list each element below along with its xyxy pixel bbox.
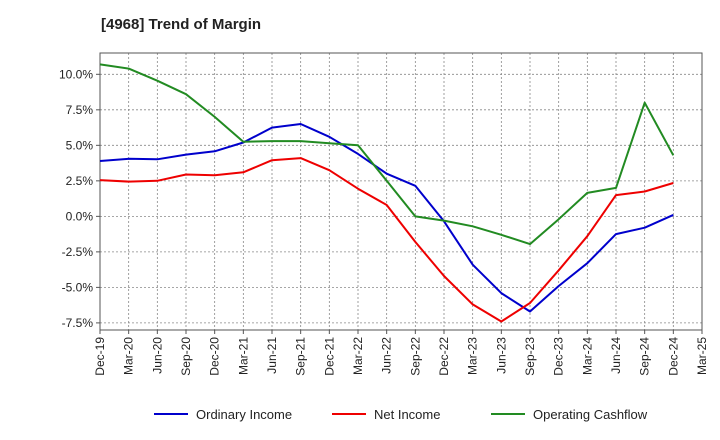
- legend-item-ordinary-income: Ordinary Income: [154, 407, 292, 422]
- chart-title: [4968] Trend of Margin: [101, 16, 262, 33]
- series-layer: [99, 63, 675, 323]
- x-tick-label: Mar-21: [236, 337, 250, 375]
- y-tick-label: 10.0%: [59, 67, 93, 81]
- legend-label: Net Income: [374, 407, 440, 422]
- legend-item-net-income: Net Income: [332, 407, 440, 422]
- x-tick-label: Jun-23: [494, 337, 508, 374]
- y-tick-label: -2.5%: [62, 245, 94, 259]
- x-axis: Dec-19 Mar-20 Jun-20 Sep-20 Dec-20 Mar-21 Jun-…: [93, 330, 709, 376]
- x-tick-label: Sep-24: [638, 337, 652, 376]
- series-line-net-income: [99, 157, 674, 323]
- x-tick-label: Dec-22: [437, 337, 451, 376]
- x-tick-label: Mar-25: [695, 337, 709, 375]
- y-tick-label: -5.0%: [62, 280, 94, 294]
- series-line-ordinary-income: [99, 123, 674, 313]
- y-tick-label: 0.0%: [66, 209, 94, 223]
- x-tick-label: Mar-20: [122, 337, 136, 375]
- x-tick-label: Dec-24: [666, 337, 680, 376]
- x-tick-label: Mar-23: [466, 337, 480, 375]
- x-tick-label: Jun-24: [609, 337, 623, 374]
- legend-label: Operating Cashflow: [533, 407, 648, 422]
- grid-layer: [99, 53, 703, 330]
- y-tick-label: -7.5%: [62, 316, 94, 330]
- x-tick-label: Sep-21: [294, 337, 308, 376]
- legend: Ordinary Income Net Income Operating Cashf…: [154, 407, 648, 422]
- x-tick-label: Mar-24: [580, 337, 594, 375]
- y-tick-label: 7.5%: [66, 103, 94, 117]
- x-tick-label: Dec-21: [322, 337, 336, 376]
- x-tick-label: Sep-20: [179, 337, 193, 376]
- x-tick-label: Sep-23: [523, 337, 537, 376]
- x-tick-label: Mar-22: [351, 337, 365, 375]
- x-tick-label: Jun-22: [380, 337, 394, 374]
- legend-item-operating-cashflow: Operating Cashflow: [491, 407, 648, 422]
- y-axis: 10.0% 7.5% 5.0% 2.5% 0.0% -2.5% -5.0% -7.5%: [59, 67, 100, 330]
- x-tick-label: Sep-22: [408, 337, 422, 376]
- legend-label: Ordinary Income: [196, 407, 292, 422]
- x-tick-label: Dec-20: [208, 337, 222, 376]
- y-tick-label: 2.5%: [66, 174, 94, 188]
- x-tick-label: Dec-19: [93, 337, 107, 376]
- x-tick-label: Dec-23: [552, 337, 566, 376]
- x-tick-label: Jun-20: [150, 337, 164, 374]
- y-tick-label: 5.0%: [66, 138, 94, 152]
- x-tick-label: Jun-21: [265, 337, 279, 374]
- series-line-operating-cashflow: [99, 63, 675, 246]
- plot-frame: [99, 52, 703, 331]
